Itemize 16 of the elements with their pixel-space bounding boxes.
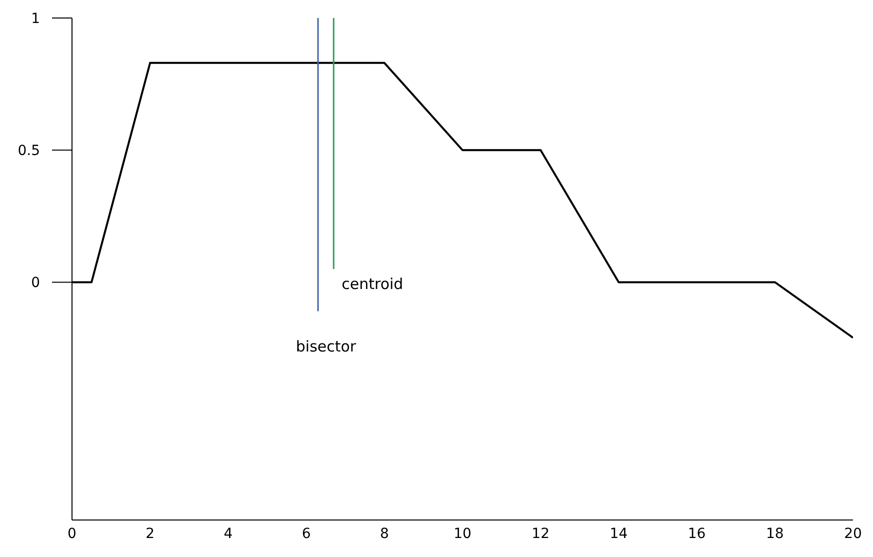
x-tick-label: 16 (688, 526, 706, 542)
x-tick-label: 12 (532, 526, 550, 542)
text: bisector (296, 337, 357, 356)
x-tick-label: 18 (766, 526, 784, 542)
x-tick-label: 10 (454, 526, 472, 542)
y-tick-label: 0 (31, 275, 40, 292)
x-tick-label: 4 (224, 526, 233, 542)
x-tick-label: 20 (844, 526, 862, 542)
x-tick-label: 2 (146, 526, 155, 542)
series-label: centroid (342, 275, 404, 293)
y-tick-label: 0.5 (18, 143, 40, 160)
x-tick-label: 8 (380, 526, 389, 542)
y-tick-label: 1 (31, 10, 40, 27)
x-tick-label: 0 (68, 526, 76, 542)
x-tick-label: 6 (302, 526, 311, 542)
x-tick-label: 14 (610, 526, 628, 542)
